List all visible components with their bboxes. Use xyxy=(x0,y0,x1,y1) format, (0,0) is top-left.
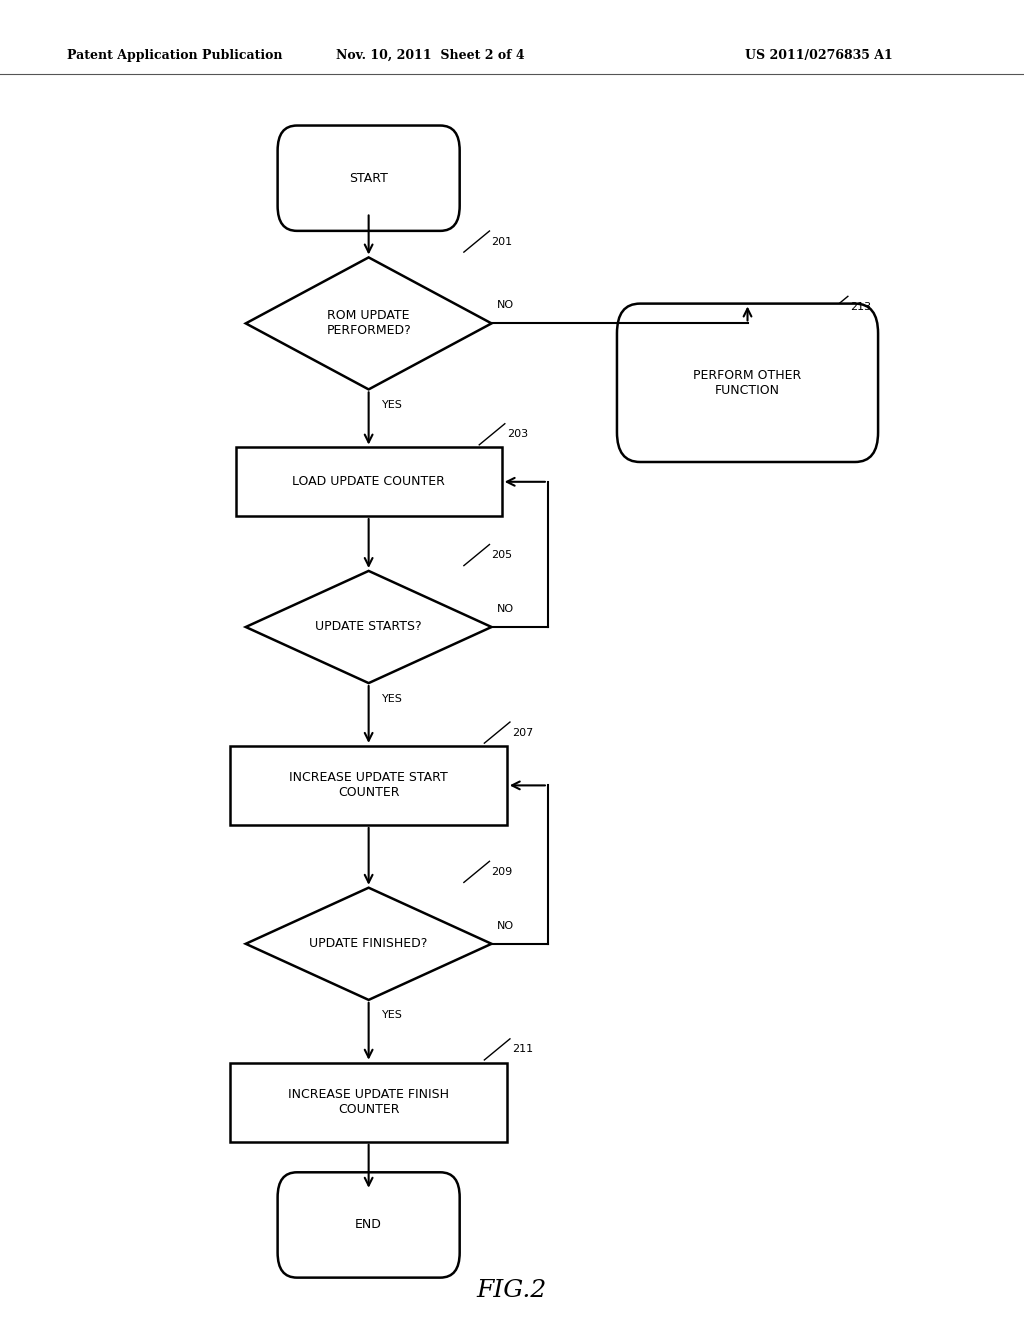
Polygon shape xyxy=(246,257,492,389)
Bar xyxy=(236,447,502,516)
Text: 203: 203 xyxy=(507,429,528,440)
Polygon shape xyxy=(246,570,492,682)
Text: END: END xyxy=(355,1218,382,1232)
Text: US 2011/0276835 A1: US 2011/0276835 A1 xyxy=(745,49,893,62)
Text: 213: 213 xyxy=(850,302,871,312)
Text: LOAD UPDATE COUNTER: LOAD UPDATE COUNTER xyxy=(292,475,445,488)
Text: 209: 209 xyxy=(492,867,513,876)
Text: 211: 211 xyxy=(512,1044,534,1055)
Text: NO: NO xyxy=(497,920,514,931)
Text: NO: NO xyxy=(497,603,514,614)
Bar xyxy=(230,1063,507,1142)
Text: 205: 205 xyxy=(492,550,513,560)
Text: ROM UPDATE
PERFORMED?: ROM UPDATE PERFORMED? xyxy=(327,309,411,338)
Bar xyxy=(230,746,507,825)
FancyBboxPatch shape xyxy=(616,304,879,462)
Text: UPDATE FINISHED?: UPDATE FINISHED? xyxy=(309,937,428,950)
FancyBboxPatch shape xyxy=(278,1172,460,1278)
Text: INCREASE UPDATE START
COUNTER: INCREASE UPDATE START COUNTER xyxy=(289,771,449,800)
Text: YES: YES xyxy=(382,694,402,704)
Text: PERFORM OTHER
FUNCTION: PERFORM OTHER FUNCTION xyxy=(693,368,802,397)
Text: YES: YES xyxy=(382,400,402,411)
Text: INCREASE UPDATE FINISH
COUNTER: INCREASE UPDATE FINISH COUNTER xyxy=(288,1088,450,1117)
FancyBboxPatch shape xyxy=(278,125,460,231)
Text: Nov. 10, 2011  Sheet 2 of 4: Nov. 10, 2011 Sheet 2 of 4 xyxy=(336,49,524,62)
Text: Patent Application Publication: Patent Application Publication xyxy=(67,49,282,62)
Text: FIG.2: FIG.2 xyxy=(477,1279,547,1303)
Text: UPDATE STARTS?: UPDATE STARTS? xyxy=(315,620,422,634)
Polygon shape xyxy=(246,888,492,1001)
Text: YES: YES xyxy=(382,1011,402,1020)
Text: 207: 207 xyxy=(512,727,534,738)
Text: NO: NO xyxy=(497,300,514,310)
Text: 201: 201 xyxy=(492,236,513,247)
Text: START: START xyxy=(349,172,388,185)
